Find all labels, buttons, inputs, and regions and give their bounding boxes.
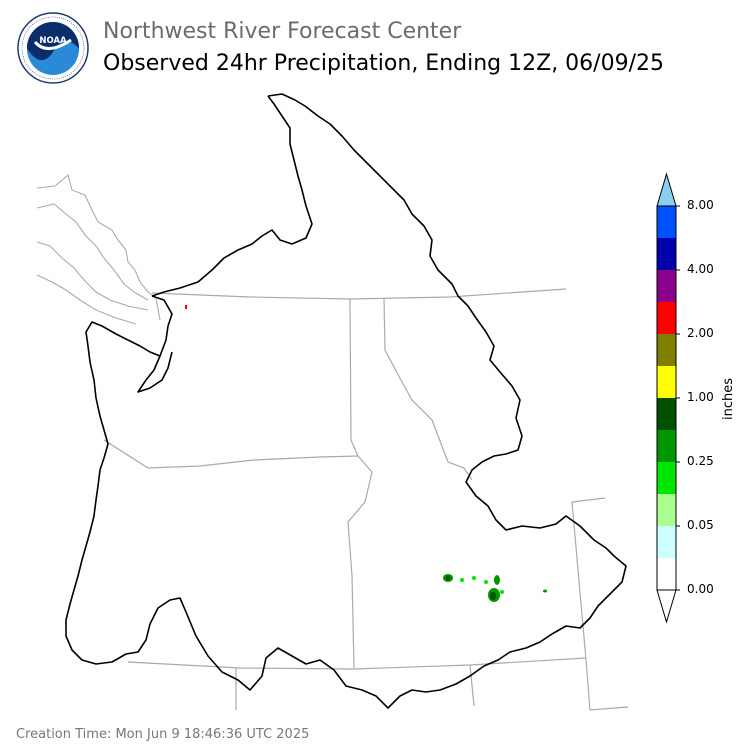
colorbar-tick-label: 8.00: [687, 198, 714, 212]
colorbar-segment: [657, 430, 676, 462]
colorbar-segment: [657, 526, 676, 558]
precip-cells: [185, 305, 547, 602]
colorbar-segment: [657, 334, 676, 366]
colorbar-tick-label: 2.00: [687, 326, 714, 340]
precip-cell: [460, 578, 464, 582]
precip-cell: [494, 575, 500, 585]
map-title: Observed 24hr Precipitation, Ending 12Z,…: [103, 51, 664, 76]
state-boundaries: [103, 288, 629, 711]
colorbar-tick-label: 0.00: [687, 582, 714, 596]
colorbar-segment: [657, 270, 676, 302]
colorbar-tick-label: 0.05: [687, 518, 714, 532]
precip-cell: [490, 592, 496, 600]
precip-cell: [484, 580, 488, 584]
colorbar-tick-label: 1.00: [687, 390, 714, 404]
precip-cell: [445, 576, 451, 580]
noaa-logo-icon: NOAA: [17, 12, 89, 84]
colorbar-segment: [657, 398, 676, 430]
colorbar-segment: [657, 494, 676, 526]
colorbar-segment: [657, 462, 676, 494]
logo-text: NOAA: [39, 36, 67, 46]
basin-outline: [65, 93, 627, 709]
colorbar-segment: [657, 238, 676, 270]
colorbar-segment: [657, 302, 676, 334]
colorbar-segment: [657, 558, 676, 590]
creation-time: Creation Time: Mon Jun 9 18:46:36 UTC 20…: [16, 727, 310, 742]
precip-cell: [543, 589, 547, 593]
colorbar-extend-low: [656, 589, 677, 624]
precip-cell: [185, 305, 187, 309]
colorbar-segment: [657, 206, 676, 238]
colorbar-units-label: inches: [721, 377, 736, 420]
precip-cell: [472, 576, 476, 580]
precip-cell: [500, 590, 504, 594]
canada-coastline: [36, 174, 161, 325]
org-title: Northwest River Forecast Center: [103, 19, 462, 44]
colorbar-tick-label: 4.00: [687, 262, 714, 276]
colorbar-extend-high: [656, 172, 677, 207]
colorbar-segment: [657, 366, 676, 398]
colorbar-tick-label: 0.25: [687, 454, 714, 468]
